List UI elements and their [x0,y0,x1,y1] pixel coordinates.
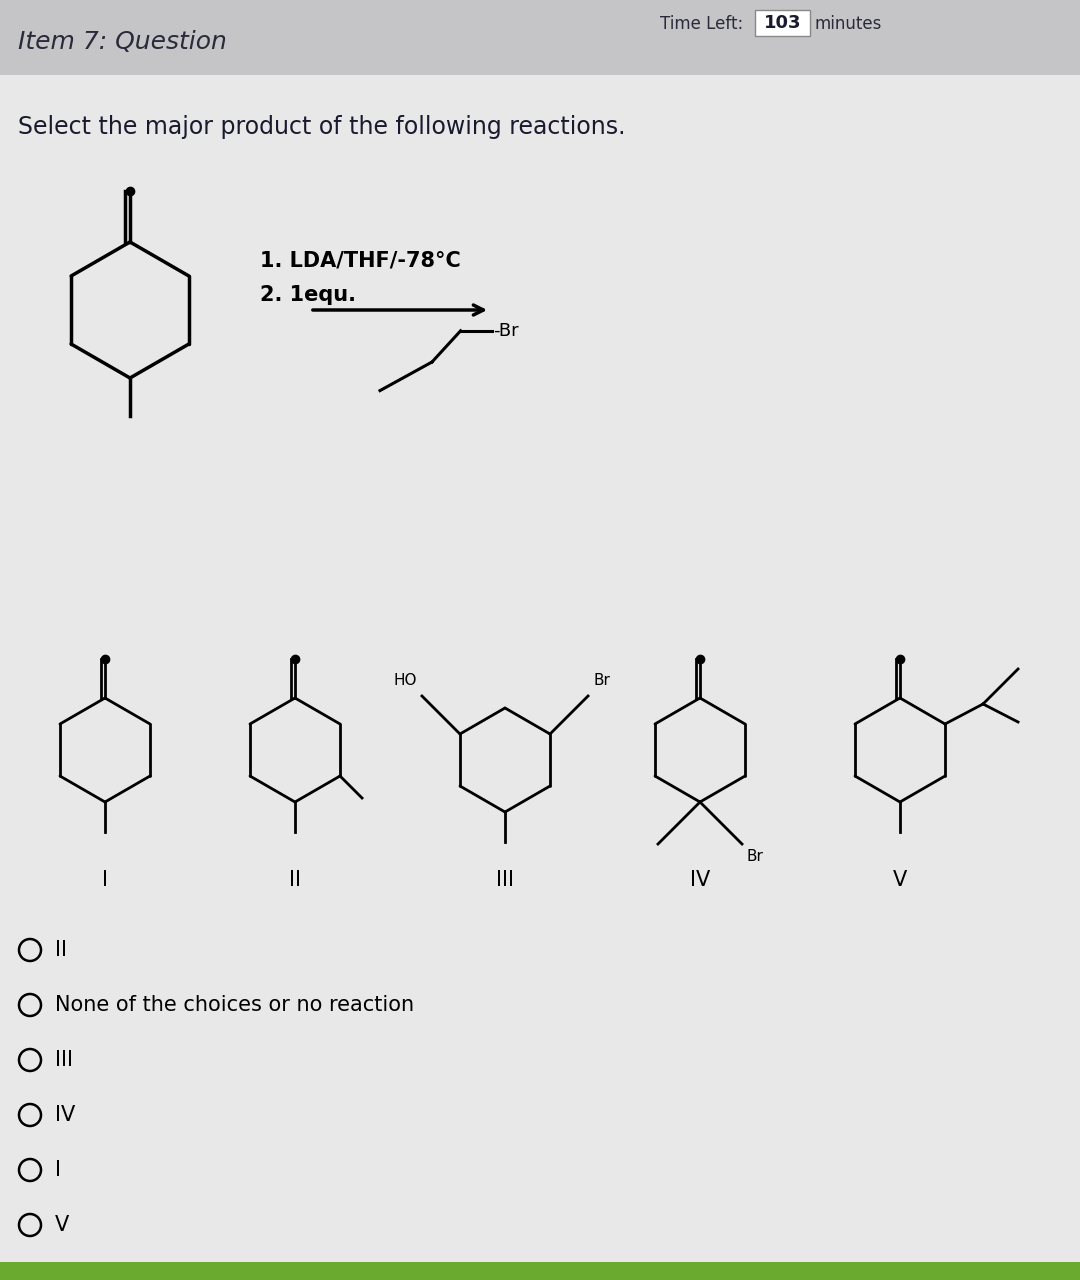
Text: 103: 103 [765,14,801,32]
Text: 1. LDA/THF/-78°C: 1. LDA/THF/-78°C [260,250,461,270]
Text: Br: Br [593,673,610,689]
Text: Select the major product of the following reactions.: Select the major product of the followin… [18,115,625,140]
Bar [0,1262,1080,1280]
Text: IV: IV [55,1105,76,1125]
Text: III: III [496,870,514,890]
Text: IV: IV [690,870,711,890]
Text: Time Left:: Time Left: [660,15,743,33]
Text: III: III [55,1050,73,1070]
Bar [0,0,1080,76]
Bar [755,10,810,36]
Text: HO: HO [393,673,417,689]
Text: I: I [55,1160,60,1180]
Text: Br: Br [747,849,764,864]
Text: None of the choices or no reaction: None of the choices or no reaction [55,995,414,1015]
Text: 2. 1equ.: 2. 1equ. [260,285,356,305]
Text: V: V [55,1215,69,1235]
Text: V: V [893,870,907,890]
Text: Item 7: Question: Item 7: Question [18,29,227,54]
Text: II: II [289,870,301,890]
Text: II: II [55,940,67,960]
Text: minutes: minutes [815,15,882,33]
Text: -Br: -Br [494,321,519,339]
Text: I: I [102,870,108,890]
